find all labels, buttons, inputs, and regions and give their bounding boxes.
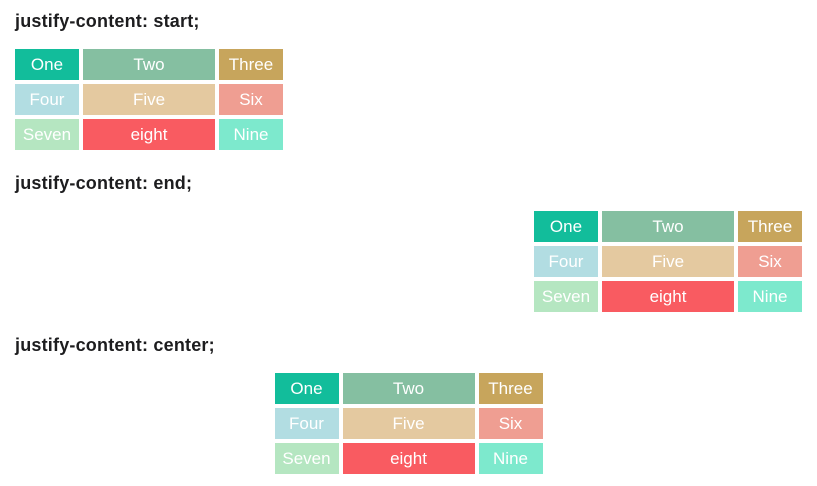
section-heading-end: justify-content: end; <box>15 173 193 193</box>
section-heading-center: justify-content: center; <box>15 335 215 355</box>
grid-cell-five: Five <box>342 408 475 439</box>
grid-cell-eight: eight <box>602 281 734 312</box>
grid-cell-eight: eight <box>342 443 475 474</box>
grid-track-center: One Two Three Four Five Six Seven eight … <box>15 373 802 474</box>
grid-cell-two: Two <box>602 211 734 242</box>
grid-cell-one: One <box>274 373 339 404</box>
section-justify-end: justify-content: end; One Two Three Four… <box>15 172 802 312</box>
grid-cell-seven: Seven <box>534 281 598 312</box>
grid-cell-six: Six <box>738 246 802 277</box>
grid-cell-nine: Nine <box>219 119 283 150</box>
grid-cell-eight: eight <box>83 119 215 150</box>
grid-cell-six: Six <box>478 408 543 439</box>
grid-cell-five: Five <box>602 246 734 277</box>
grid-cell-four: Four <box>15 84 79 115</box>
section-heading-start: justify-content: start; <box>15 11 200 31</box>
section-justify-center: justify-content: center; One Two Three F… <box>15 334 802 474</box>
grid-track-start: One Two Three Four Five Six Seven eight … <box>15 49 802 150</box>
grid-cell-nine: Nine <box>738 281 802 312</box>
grid-cell-seven: Seven <box>15 119 79 150</box>
grid-cell-three: Three <box>219 49 283 80</box>
grid-track-end: One Two Three Four Five Six Seven eight … <box>15 211 802 312</box>
grid-cell-nine: Nine <box>478 443 543 474</box>
grid-cell-seven: Seven <box>274 443 339 474</box>
grid-cell-one: One <box>15 49 79 80</box>
grid-cell-one: One <box>534 211 598 242</box>
grid-cell-five: Five <box>83 84 215 115</box>
grid-cell-four: Four <box>274 408 339 439</box>
grid-cell-two: Two <box>342 373 475 404</box>
grid-cell-two: Two <box>83 49 215 80</box>
grid-cell-four: Four <box>534 246 598 277</box>
grid-cell-three: Three <box>478 373 543 404</box>
grid-cell-six: Six <box>219 84 283 115</box>
grid-end: One Two Three Four Five Six Seven eight … <box>534 211 802 312</box>
grid-start: One Two Three Four Five Six Seven eight … <box>15 49 283 150</box>
grid-cell-three: Three <box>738 211 802 242</box>
grid-center: One Two Three Four Five Six Seven eight … <box>274 373 543 474</box>
section-justify-start: justify-content: start; One Two Three Fo… <box>15 10 802 150</box>
